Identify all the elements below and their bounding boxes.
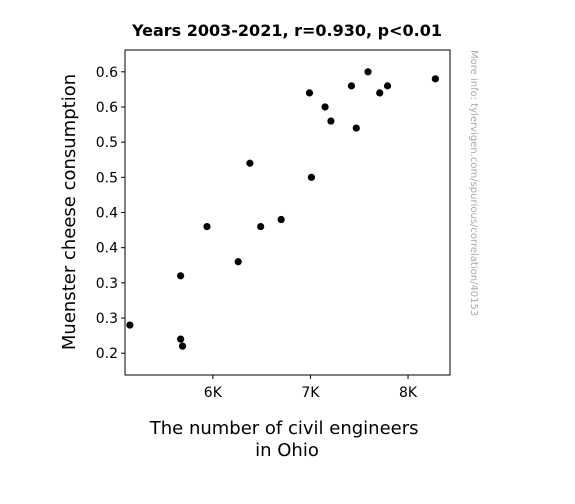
- data-point: [376, 89, 384, 97]
- x-axis: 6K 7K 8K: [204, 375, 418, 401]
- y-tick-label: 0.6: [96, 100, 118, 116]
- x-axis-label-line-1: The number of civil engineers: [149, 418, 419, 439]
- chart-title: Years 2003-2021, r=0.930, p<0.01: [131, 21, 442, 40]
- data-point: [307, 173, 316, 181]
- data-point: [364, 68, 372, 76]
- y-tick-label: 0.5: [96, 170, 118, 186]
- data-point: [305, 89, 314, 97]
- y-tick-label: 0.3: [96, 276, 118, 292]
- data-point: [327, 117, 335, 125]
- data-point: [126, 321, 134, 329]
- x-axis-label: The number of civil engineers in Ohio: [149, 418, 425, 461]
- data-point: [246, 159, 254, 167]
- plot-area: [124, 49, 451, 376]
- y-tick-label: 0.3: [96, 311, 118, 327]
- data-point: [257, 222, 265, 231]
- data-point: [277, 215, 285, 224]
- data-point: [431, 75, 439, 83]
- y-tick-label: 0.4: [96, 206, 118, 222]
- data-point: [352, 124, 360, 132]
- data-point: [234, 258, 242, 266]
- x-tick-label: 7K: [301, 385, 320, 401]
- x-tick-label: 8K: [399, 385, 418, 401]
- source-note: More info: tylervigen.com/spurious/corre…: [468, 50, 479, 316]
- x-tick-label: 6K: [204, 385, 223, 401]
- data-point: [383, 82, 392, 90]
- data-point: [177, 272, 185, 280]
- y-axis: 0.2 0.3 0.3 0.4 0.4 0.5 0.5 0.6 0.6: [96, 65, 125, 362]
- data-point: [178, 342, 187, 350]
- y-axis-label: Muenster cheese consumption: [59, 74, 80, 350]
- data-point: [321, 103, 329, 111]
- y-tick-label: 0.4: [96, 241, 118, 257]
- data-point: [203, 222, 211, 231]
- x-axis-label-line-2: in Ohio: [255, 440, 319, 461]
- y-tick-label: 0.2: [96, 346, 118, 362]
- y-tick-label: 0.6: [96, 65, 118, 81]
- y-tick-label: 0.5: [96, 135, 118, 151]
- scatter-points: [126, 68, 439, 350]
- data-point: [177, 335, 185, 343]
- data-point: [347, 82, 356, 90]
